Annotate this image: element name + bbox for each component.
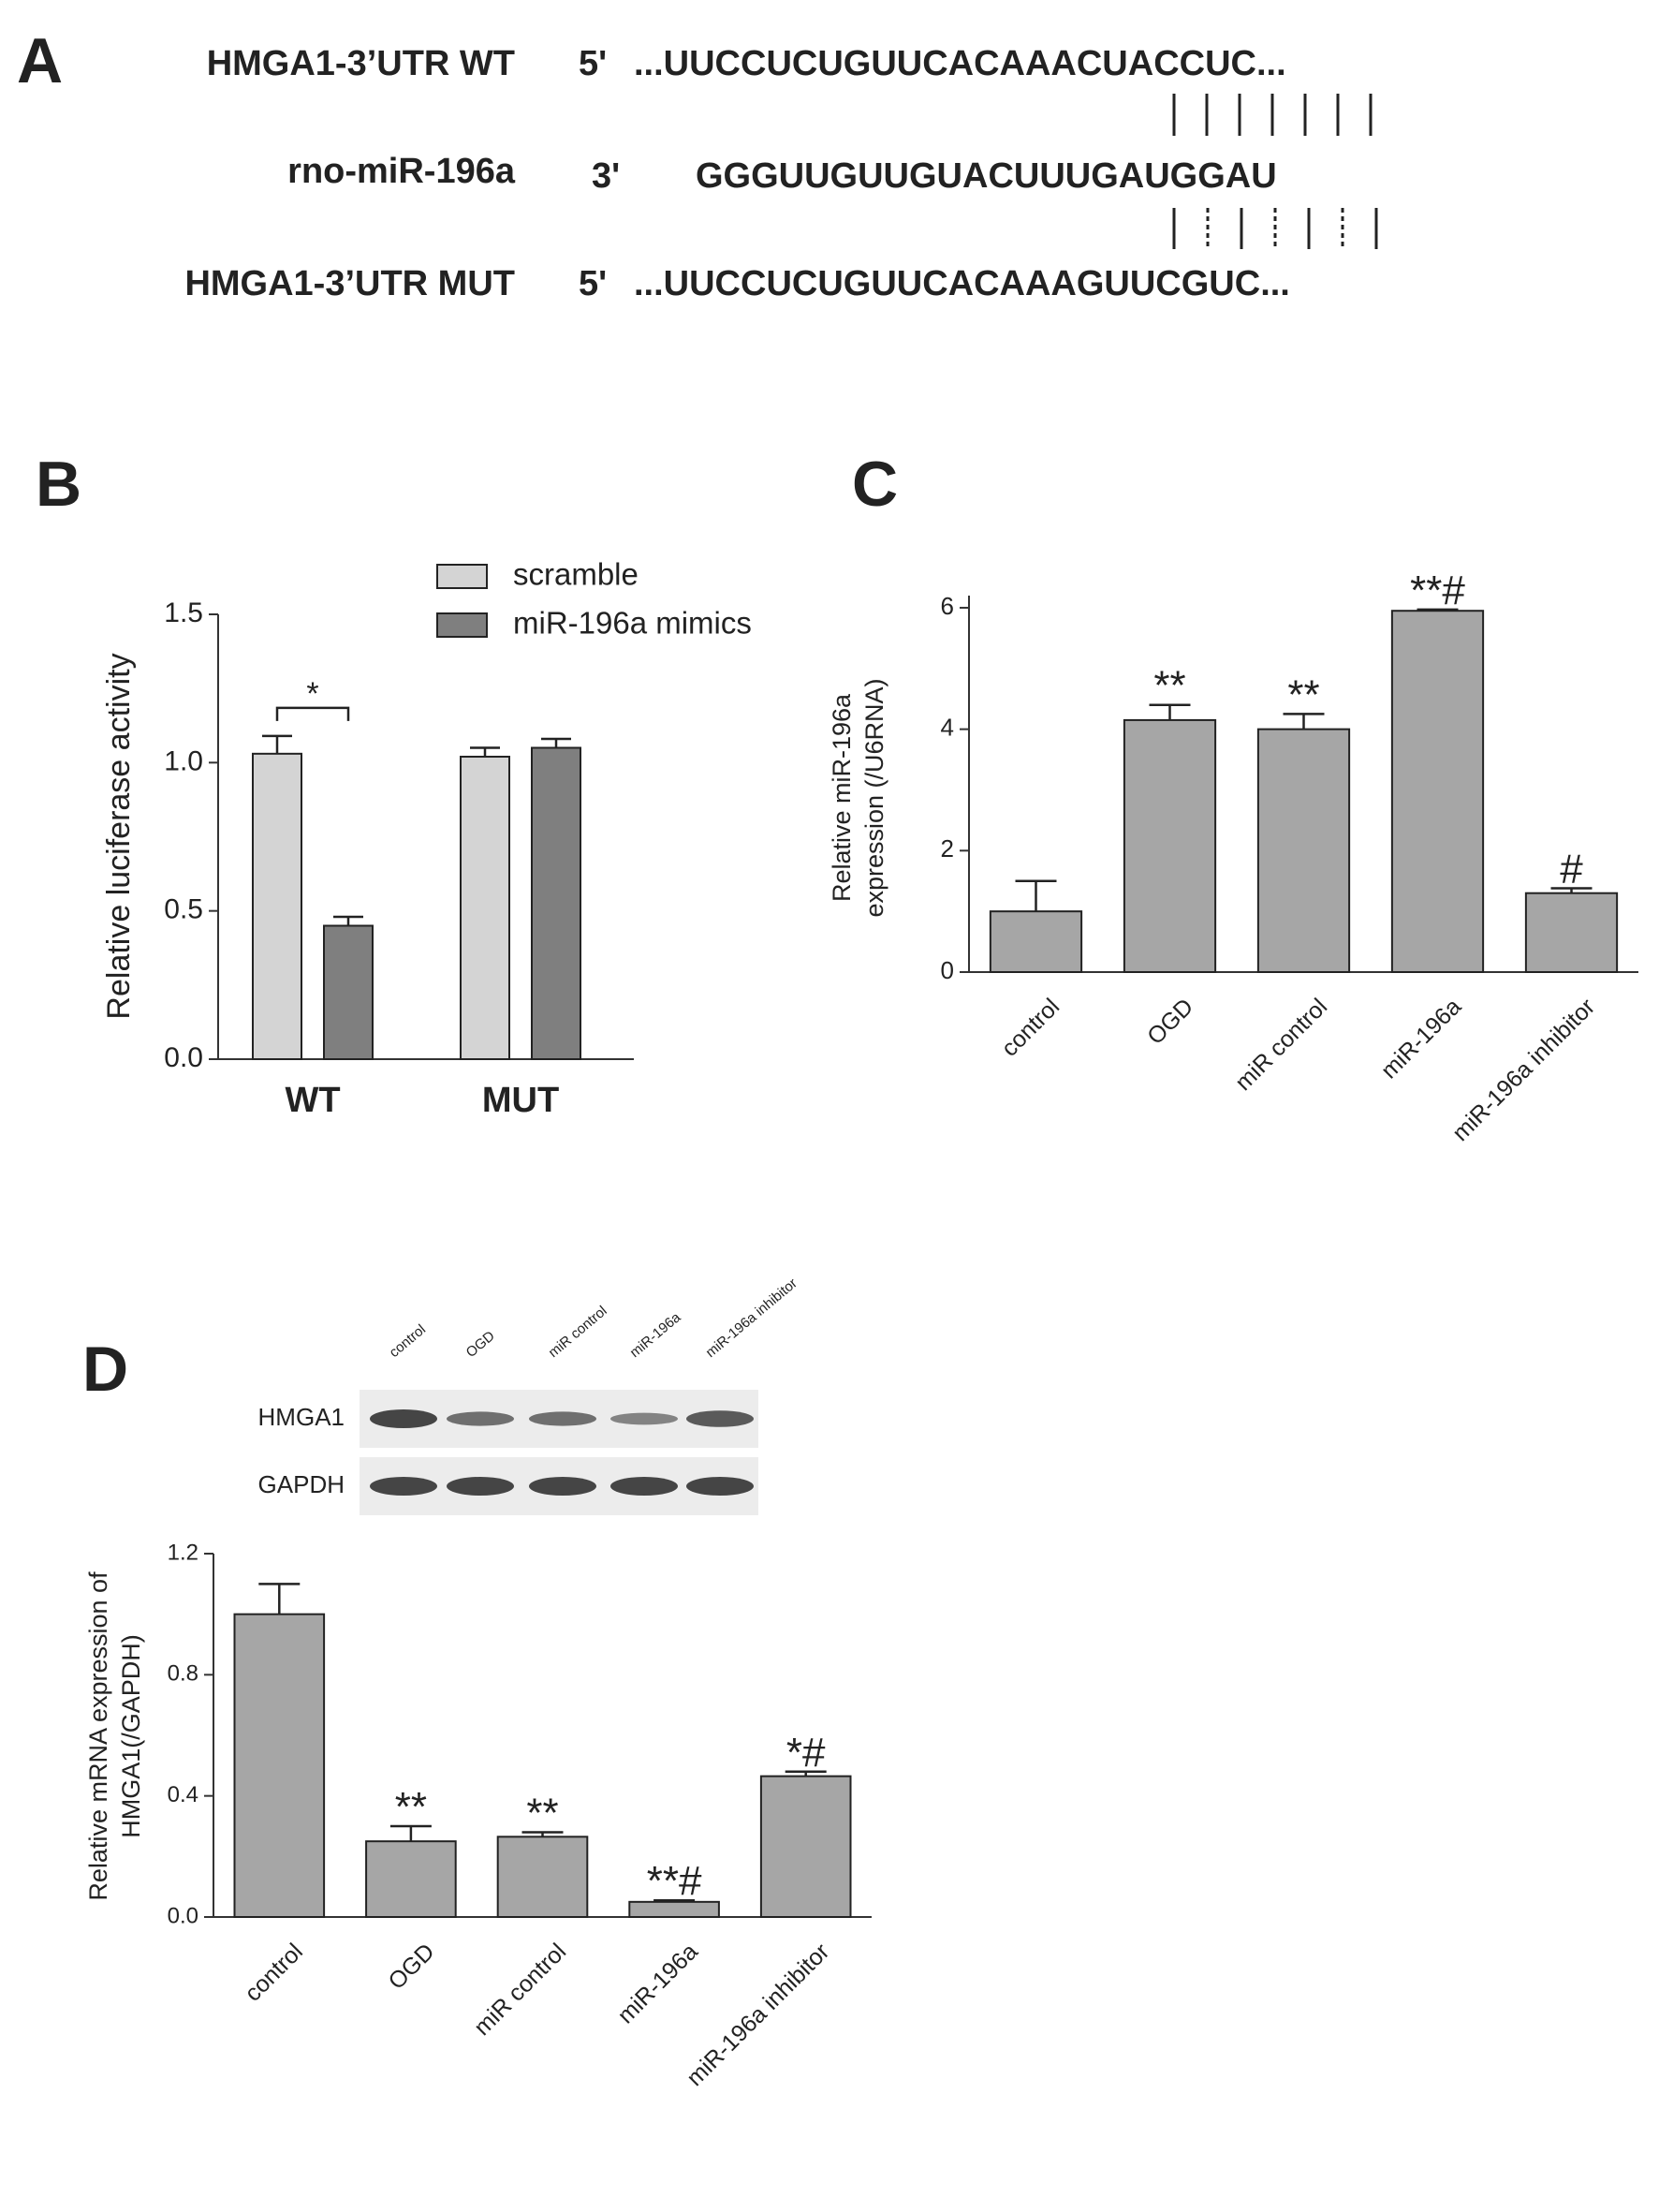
lane-label: OGD [463, 1328, 498, 1361]
lane-label: miR-196a [627, 1309, 684, 1361]
x-tick-label: miR-196a inhibitor [682, 1939, 834, 2091]
x-tick-label: miR control [1230, 994, 1332, 1096]
significance-label: **# [1410, 568, 1465, 613]
bar [1524, 892, 1619, 973]
blot-band [610, 1477, 678, 1496]
significance-label: ** [1287, 671, 1319, 717]
blot-band [529, 1477, 596, 1496]
y-tick-label: 1.0 [164, 745, 203, 776]
bar [989, 910, 1083, 974]
blot-band [686, 1477, 754, 1496]
sequence-end: 3' [592, 156, 620, 196]
blot-row-label: HMGA1 [258, 1403, 345, 1431]
bar [323, 924, 374, 1060]
x-tick-label: WT [285, 1081, 340, 1120]
y-tick-label: 0.0 [168, 1903, 198, 1928]
x-tick-label: miR-196a inhibitor [1447, 994, 1600, 1146]
y-tick-label: 6 [941, 592, 954, 620]
base-pairing [1172, 94, 1378, 249]
y-axis-label: Relative mRNA expression of [84, 1571, 112, 1901]
y-tick-label: 0.8 [168, 1661, 198, 1687]
significance-label: ** [395, 1784, 427, 1830]
sequence: GGGUUGUUGUACUUUGAUGGAU [696, 156, 1277, 196]
panel-label: B [36, 449, 81, 520]
x-tick-label: control [240, 1939, 308, 2007]
x-tick-label: miR-196a [612, 1939, 702, 2028]
blot-band [610, 1412, 678, 1425]
bar [365, 1840, 457, 1918]
bar [531, 746, 581, 1060]
y-tick-label: 2 [941, 834, 954, 863]
lane-label: control [387, 1321, 429, 1361]
y-axis-label: Relative luciferase activity [101, 653, 137, 1019]
blot-band [370, 1409, 437, 1428]
legend-swatch [436, 564, 488, 589]
y-tick-label: 4 [941, 714, 954, 742]
significance-label: ** [1153, 663, 1185, 709]
sequence: ...UUCCUCUGUUCACAAACUACCUC... [634, 44, 1286, 83]
bar [496, 1836, 589, 1918]
bar [1123, 718, 1217, 974]
y-tick-label: 0 [941, 956, 954, 984]
significance-label: * [306, 676, 318, 712]
bar [233, 1613, 326, 1918]
panel-label: D [82, 1334, 128, 1405]
y-tick-label: 0.5 [164, 894, 203, 925]
blot-row-label: GAPDH [258, 1470, 345, 1498]
significance-label: *# [786, 1730, 826, 1776]
x-tick-label: miR control [469, 1939, 571, 2041]
significance-label: # [1560, 847, 1583, 892]
y-axis-label: HMGA1(/GAPDH) [117, 1634, 145, 1838]
bar [252, 752, 302, 1060]
y-tick-label: 1.5 [164, 597, 203, 628]
panel-label: C [852, 449, 898, 520]
sequence-end: 5' [579, 44, 607, 83]
lane-label: miR-196a inhibitor [703, 1276, 800, 1361]
bar [1390, 610, 1485, 973]
lane-label: miR control [546, 1303, 610, 1361]
sequence-name: rno-miR-196a [287, 152, 516, 191]
sequence-name: HMGA1-3’UTR WT [207, 44, 515, 83]
bar [759, 1775, 852, 1919]
panel-label: A [17, 25, 63, 96]
bar [1256, 728, 1351, 973]
x-tick-label: OGD [384, 1939, 440, 1995]
y-tick-label: 1.2 [168, 1540, 198, 1565]
blot-band [447, 1411, 514, 1426]
y-axis-label: expression (/U6RNA) [860, 678, 888, 917]
blot-band [370, 1477, 437, 1496]
sequence-name: HMGA1-3’UTR MUT [184, 264, 515, 303]
y-tick-label: 0.4 [168, 1782, 198, 1807]
significance-label: **# [647, 1858, 702, 1904]
x-tick-label: miR-196a [1376, 994, 1466, 1084]
sequence-end: 5' [579, 264, 607, 303]
bar [628, 1900, 720, 1919]
sequence: ...UUCCUCUGUUCACAAAGUUCGUC... [634, 264, 1290, 303]
blot-band [686, 1410, 754, 1427]
blot-band [447, 1477, 514, 1496]
legend-swatch [436, 612, 488, 638]
blot-band [529, 1411, 596, 1426]
x-tick-label: control [996, 994, 1064, 1062]
legend-label: scramble [513, 557, 639, 592]
bar [460, 756, 510, 1060]
significance-bracket [275, 706, 350, 721]
y-tick-label: 0.0 [164, 1042, 203, 1073]
y-axis-label: Relative miR-196a [828, 693, 856, 902]
significance-label: ** [526, 1790, 558, 1836]
legend-label: miR-196a mimics [513, 606, 752, 641]
x-tick-label: MUT [482, 1081, 559, 1120]
x-tick-label: OGD [1142, 994, 1198, 1050]
